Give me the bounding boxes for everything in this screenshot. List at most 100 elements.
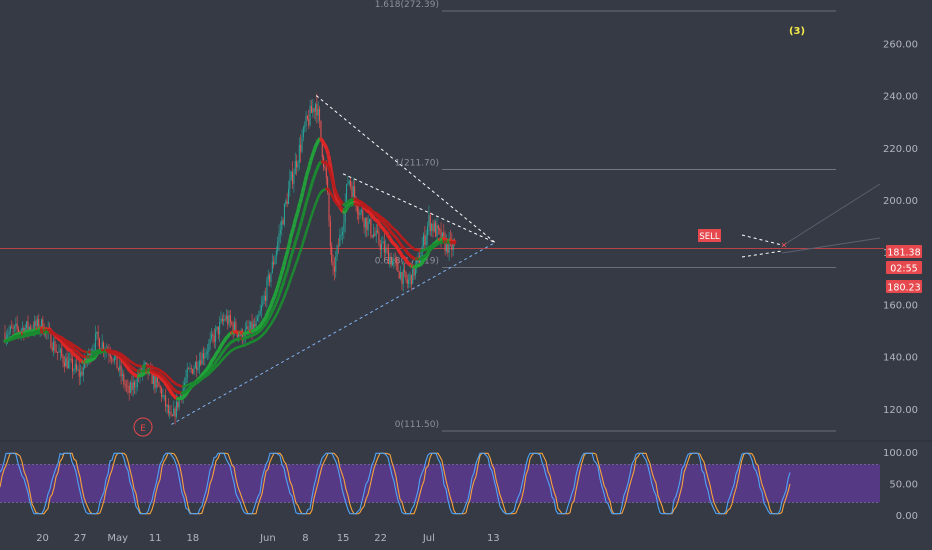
candle-body xyxy=(82,367,84,376)
candle-body xyxy=(273,261,275,265)
wave-label: (3) xyxy=(789,26,805,37)
candle-body xyxy=(282,220,284,225)
price-badge[interactable] xyxy=(886,245,922,258)
candle-body xyxy=(80,371,82,377)
candle-body xyxy=(374,233,376,236)
candle-body xyxy=(27,321,29,331)
trendline[interactable] xyxy=(342,173,496,244)
trendline[interactable] xyxy=(315,95,496,243)
trendline[interactable] xyxy=(741,234,783,246)
price-badge[interactable] xyxy=(886,261,922,274)
candle-body xyxy=(265,295,267,301)
candle-body xyxy=(66,357,68,369)
candle-body xyxy=(343,223,345,233)
candle-body xyxy=(36,319,38,327)
candle-body xyxy=(219,322,221,335)
candle-body xyxy=(65,357,67,367)
time-tick-label: 20 xyxy=(36,533,49,544)
candle-body xyxy=(72,359,73,372)
candle-body xyxy=(278,233,280,242)
candle-body xyxy=(159,386,161,389)
candle-body xyxy=(76,364,78,370)
candle-body xyxy=(198,360,200,368)
event-marker-icon[interactable] xyxy=(133,417,153,437)
candle-body xyxy=(146,362,148,364)
candle-body xyxy=(400,272,402,279)
candle-body xyxy=(321,138,323,158)
candle-body xyxy=(406,279,408,284)
candle-body xyxy=(9,326,11,332)
channel-line[interactable] xyxy=(781,183,881,247)
candle-body xyxy=(270,272,272,283)
candle-body xyxy=(7,335,9,338)
price-axis[interactable]: 120.00140.00160.00180.00200.00220.00240.… xyxy=(883,39,922,416)
candle-body xyxy=(348,180,350,184)
candle-body xyxy=(139,368,141,378)
candle-body xyxy=(350,180,352,186)
candle-body xyxy=(300,144,302,152)
candle-body xyxy=(234,322,235,333)
candle-body xyxy=(163,395,165,397)
candle-body xyxy=(121,374,123,377)
candle-body xyxy=(429,215,431,231)
candle-body xyxy=(220,318,222,323)
candle-body xyxy=(216,326,218,330)
candle-body xyxy=(185,377,187,384)
candle-body xyxy=(239,334,241,336)
candle-body xyxy=(50,331,52,348)
trendlines[interactable] xyxy=(171,95,881,425)
candle-body xyxy=(94,333,96,350)
candle-body xyxy=(193,368,195,374)
candle-body xyxy=(366,217,368,231)
candle-body xyxy=(103,342,105,352)
candle-body xyxy=(171,415,173,417)
candle-body xyxy=(126,385,127,387)
candle-body xyxy=(379,243,381,251)
moving-average-ribbons xyxy=(3,137,457,401)
candle-body xyxy=(286,200,288,205)
candle-body xyxy=(364,217,366,228)
sell-signal-label: SELL xyxy=(699,232,720,242)
candle-body xyxy=(329,220,331,247)
candle-body xyxy=(292,171,294,184)
event-marker-label: E xyxy=(140,424,146,434)
stochastic-k-line xyxy=(0,452,791,515)
candle-body xyxy=(123,374,125,385)
candle-body xyxy=(281,220,283,230)
candle-body xyxy=(225,315,227,320)
candle-body xyxy=(30,327,32,331)
candle-body xyxy=(309,105,311,126)
price-badge[interactable] xyxy=(886,280,922,293)
candle-body xyxy=(443,232,445,237)
sell-signal-badge[interactable] xyxy=(698,229,721,242)
candle-body xyxy=(360,210,362,212)
fib-level-label: 1.618(272.39) xyxy=(375,0,439,10)
candle-body xyxy=(351,185,353,197)
trendline[interactable] xyxy=(171,242,496,425)
candle-body xyxy=(271,261,273,273)
candle-body xyxy=(398,271,400,279)
candle-body xyxy=(387,249,389,265)
channel-line[interactable] xyxy=(781,237,881,254)
candle-body xyxy=(165,395,167,407)
candle-body xyxy=(135,386,137,388)
candle-body xyxy=(4,333,6,342)
annotations: (3) E SELL ✕ xyxy=(133,26,805,437)
price-badge-label: 181.38 xyxy=(887,248,920,259)
candle-body xyxy=(166,404,168,407)
candle-body xyxy=(332,261,334,267)
candle-body xyxy=(175,401,177,417)
candle-body xyxy=(447,240,449,253)
stochastic-pane[interactable]: 100.00 50.00 0.00 xyxy=(0,448,918,522)
candle-body xyxy=(57,351,59,353)
time-axis[interactable]: 20 27 May 11 18 Jun 8 15 22 Jul 13 xyxy=(36,533,499,544)
candle-body xyxy=(369,219,370,222)
candle-body xyxy=(194,362,196,369)
candle-body xyxy=(283,203,285,225)
candle-body xyxy=(296,161,298,168)
candle-body xyxy=(158,381,160,387)
candle-body xyxy=(354,186,356,198)
candle-body xyxy=(169,411,171,414)
trendline[interactable] xyxy=(741,250,783,258)
